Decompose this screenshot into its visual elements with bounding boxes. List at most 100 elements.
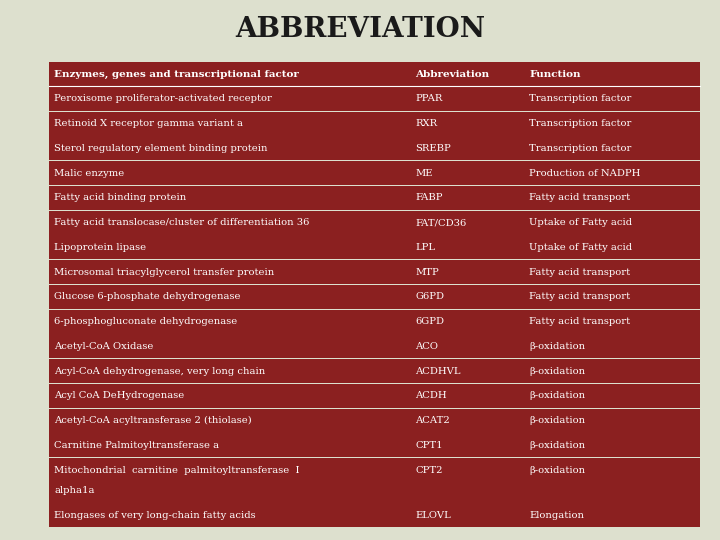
Bar <box>410 260 524 284</box>
Text: Carnitine Palmitoyltransferase a: Carnitine Palmitoyltransferase a <box>54 441 219 450</box>
Text: Production of NADPH: Production of NADPH <box>529 168 641 178</box>
Text: Fatty acid transport: Fatty acid transport <box>529 292 630 301</box>
Bar <box>410 503 524 527</box>
Text: CPT1: CPT1 <box>415 441 443 450</box>
Text: Transcription factor: Transcription factor <box>529 94 631 103</box>
Bar <box>49 384 410 408</box>
Text: LPL: LPL <box>415 243 435 252</box>
Text: Sterol regulatory element binding protein: Sterol regulatory element binding protei… <box>54 144 268 153</box>
Bar <box>524 137 700 160</box>
Bar <box>524 359 700 383</box>
Text: Fatty acid transport: Fatty acid transport <box>529 317 630 326</box>
Bar <box>49 211 410 234</box>
Text: Uptake of Fatty acid: Uptake of Fatty acid <box>529 218 632 227</box>
Text: ME: ME <box>415 168 433 178</box>
Text: Peroxisome proliferator-activated receptor: Peroxisome proliferator-activated recept… <box>54 94 272 103</box>
Text: ABBREVIATION: ABBREVIATION <box>235 16 485 43</box>
Bar <box>49 285 410 309</box>
Bar <box>410 211 524 234</box>
Text: PPAR: PPAR <box>415 94 443 103</box>
Text: β-oxidation: β-oxidation <box>529 441 585 450</box>
Bar <box>410 62 524 86</box>
Text: Fatty acid binding protein: Fatty acid binding protein <box>54 193 186 202</box>
Bar <box>49 503 410 527</box>
Bar <box>524 434 700 457</box>
Text: FABP: FABP <box>415 193 443 202</box>
Bar <box>410 186 524 210</box>
Bar <box>49 409 410 433</box>
Bar <box>410 310 524 334</box>
Bar <box>524 503 700 527</box>
Bar <box>524 458 700 503</box>
Bar <box>49 458 410 503</box>
Bar <box>49 87 410 111</box>
Text: ACDH: ACDH <box>415 392 447 401</box>
Text: Fatty acid transport: Fatty acid transport <box>529 268 630 276</box>
Bar <box>49 112 410 136</box>
Text: ELOVL: ELOVL <box>415 511 451 520</box>
Bar <box>524 334 700 359</box>
Text: Acyl-CoA dehydrogenase, very long chain: Acyl-CoA dehydrogenase, very long chain <box>54 367 265 376</box>
Bar <box>524 112 700 136</box>
Bar <box>410 458 524 503</box>
Text: CPT2: CPT2 <box>415 466 443 475</box>
Bar <box>410 87 524 111</box>
Bar <box>524 285 700 309</box>
Text: Uptake of Fatty acid: Uptake of Fatty acid <box>529 243 632 252</box>
Bar <box>49 137 410 160</box>
Bar <box>49 359 410 383</box>
Text: Microsomal triacylglycerol transfer protein: Microsomal triacylglycerol transfer prot… <box>54 268 274 276</box>
Text: β-oxidation: β-oxidation <box>529 342 585 351</box>
Bar <box>410 235 524 259</box>
Text: Mitochondrial  carnitine  palmitoyltransferase  I: Mitochondrial carnitine palmitoyltransfe… <box>54 466 300 475</box>
Text: β-oxidation: β-oxidation <box>529 416 585 425</box>
Bar <box>524 310 700 334</box>
Text: Acetyl-CoA acyltransferase 2 (thiolase): Acetyl-CoA acyltransferase 2 (thiolase) <box>54 416 252 426</box>
Bar <box>410 434 524 457</box>
Text: Acetyl-CoA Oxidase: Acetyl-CoA Oxidase <box>54 342 153 351</box>
Bar <box>49 235 410 259</box>
Text: ACO: ACO <box>415 342 438 351</box>
Text: Elongases of very long-chain fatty acids: Elongases of very long-chain fatty acids <box>54 511 256 520</box>
Bar <box>410 161 524 185</box>
Text: β-oxidation: β-oxidation <box>529 367 585 376</box>
Bar <box>524 161 700 185</box>
Text: SREBP: SREBP <box>415 144 451 153</box>
Bar <box>410 112 524 136</box>
Bar <box>49 161 410 185</box>
Bar <box>524 87 700 111</box>
Text: Lipoprotein lipase: Lipoprotein lipase <box>54 243 146 252</box>
Bar <box>524 235 700 259</box>
Bar <box>524 384 700 408</box>
Text: β-oxidation: β-oxidation <box>529 392 585 401</box>
Text: 6-phosphogluconate dehydrogenase: 6-phosphogluconate dehydrogenase <box>54 317 238 326</box>
Text: Malic enzyme: Malic enzyme <box>54 168 125 178</box>
Bar <box>524 409 700 433</box>
Text: RXR: RXR <box>415 119 437 128</box>
Text: FAT/CD36: FAT/CD36 <box>415 218 467 227</box>
Bar <box>524 211 700 234</box>
Text: Fatty acid translocase/cluster of differentiation 36: Fatty acid translocase/cluster of differ… <box>54 218 310 227</box>
Bar <box>524 186 700 210</box>
Text: Retinoid X receptor gamma variant a: Retinoid X receptor gamma variant a <box>54 119 243 128</box>
Bar <box>410 384 524 408</box>
Text: Transcription factor: Transcription factor <box>529 144 631 153</box>
Bar <box>410 359 524 383</box>
Bar <box>49 434 410 457</box>
Text: Elongation: Elongation <box>529 511 584 520</box>
Text: Glucose 6-phosphate dehydrogenase: Glucose 6-phosphate dehydrogenase <box>54 292 240 301</box>
Bar <box>410 334 524 359</box>
Text: alpha1a: alpha1a <box>54 485 94 495</box>
Bar <box>524 260 700 284</box>
Text: MTP: MTP <box>415 268 439 276</box>
Text: Acyl CoA DeHydrogenase: Acyl CoA DeHydrogenase <box>54 392 184 401</box>
Text: ACAT2: ACAT2 <box>415 416 450 425</box>
Bar <box>49 334 410 359</box>
Bar <box>524 62 700 86</box>
Text: G6PD: G6PD <box>415 292 444 301</box>
Text: Fatty acid transport: Fatty acid transport <box>529 193 630 202</box>
Text: ACDHVL: ACDHVL <box>415 367 461 376</box>
Text: 6GPD: 6GPD <box>415 317 444 326</box>
Text: Abbreviation: Abbreviation <box>415 70 490 79</box>
Text: β-oxidation: β-oxidation <box>529 466 585 475</box>
